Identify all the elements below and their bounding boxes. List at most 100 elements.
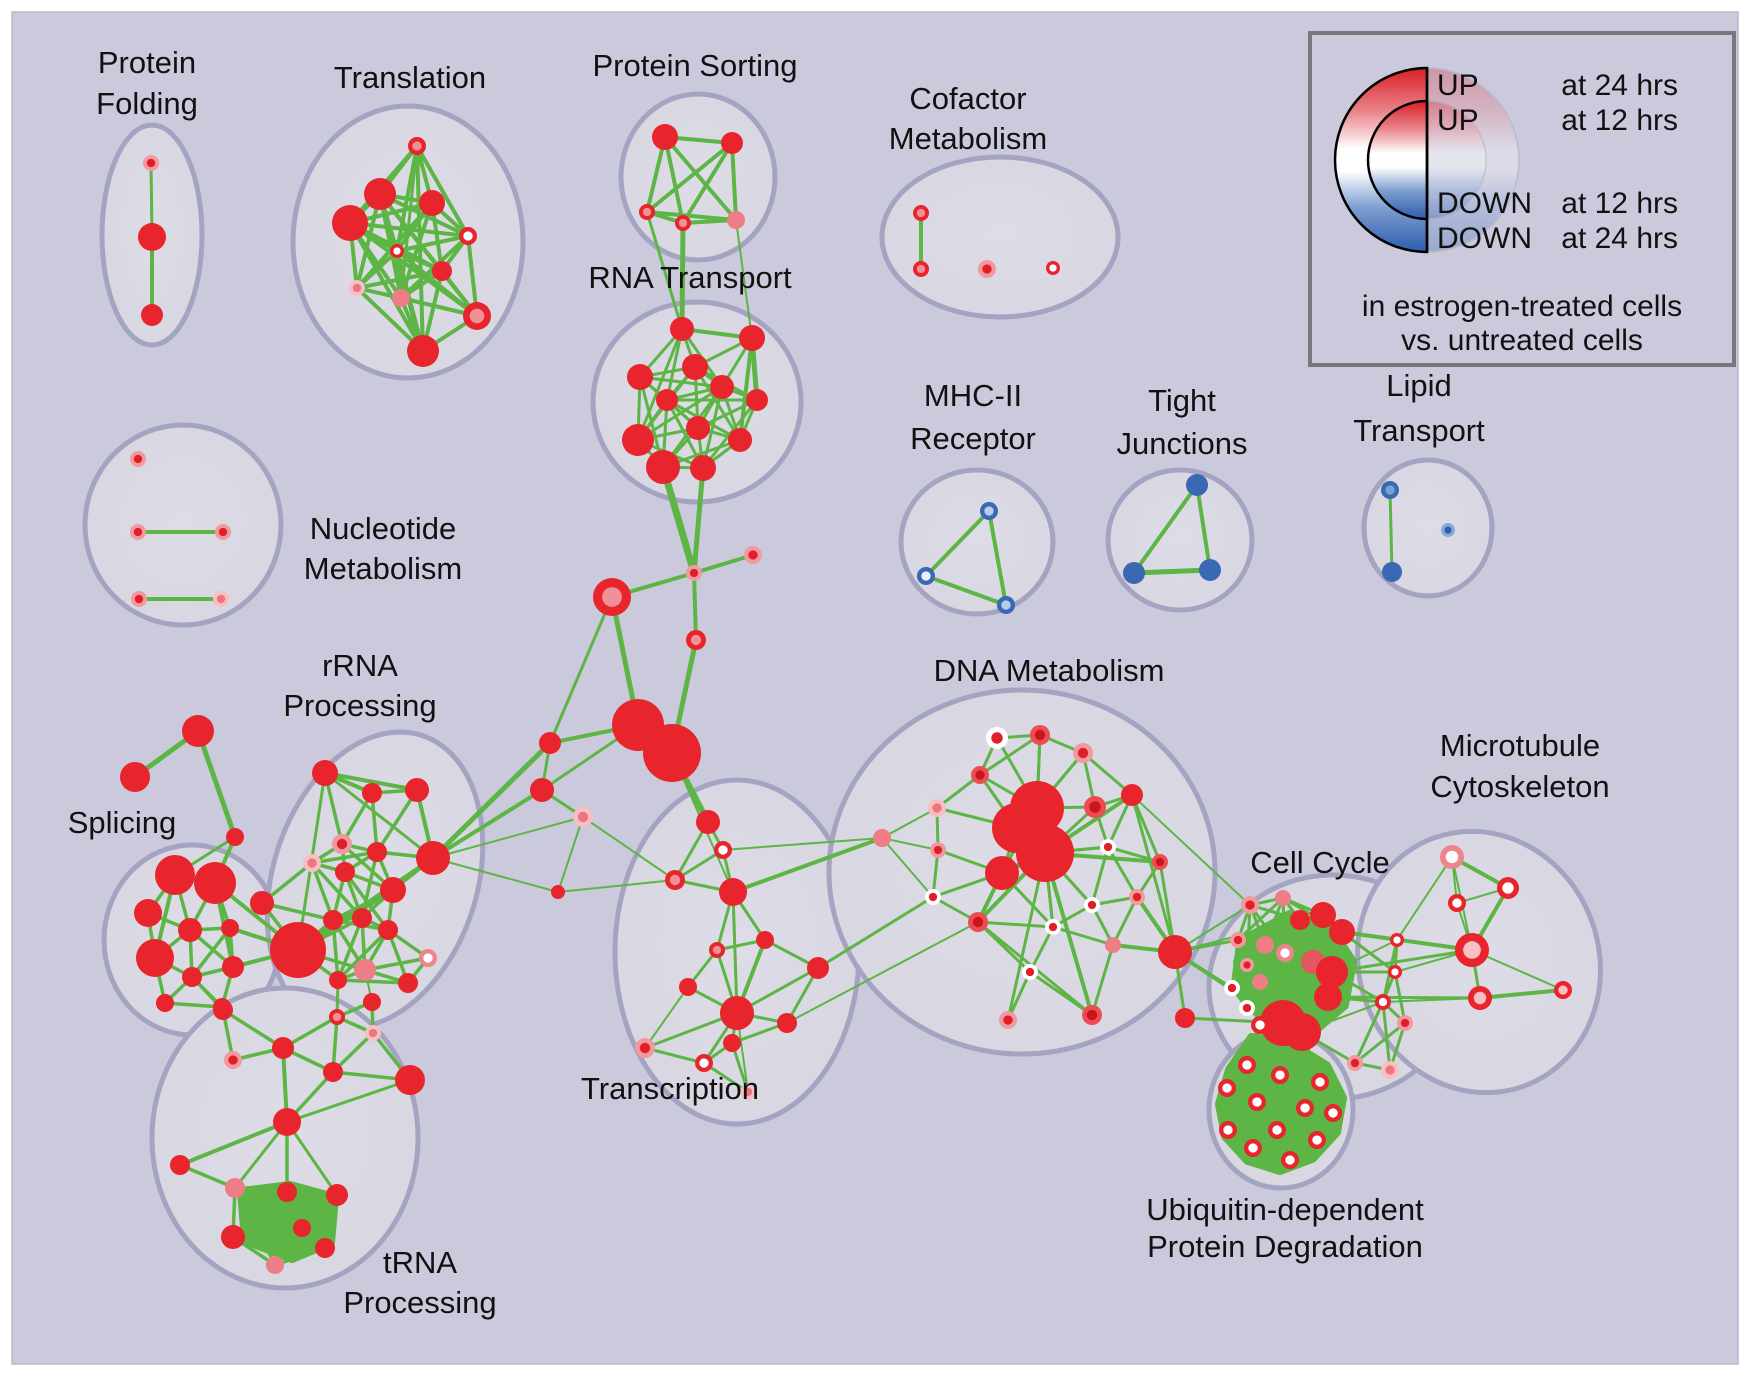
gene-node-center [916,264,926,274]
edge [285,1120,339,1197]
gene-node-center [1473,991,1487,1005]
gene-node-pink [1275,890,1291,906]
edge [348,221,425,353]
gene-node-center [602,587,622,607]
gene-node-red [551,885,565,899]
gene-node-red [1329,919,1355,945]
gene-node-center [678,218,688,228]
edge [221,1008,285,1050]
gene-node-center [642,207,652,217]
gene-node-red [539,732,561,754]
gene-node-center [1315,1077,1325,1087]
gene-node-center [748,550,758,560]
gene-node-red [398,973,418,993]
edge [1226,1074,1281,1089]
edge [679,220,686,332]
gene-node-red [1283,1013,1321,1051]
cluster-label-cofactor-metabolism: Metabolism [889,121,1048,156]
edge [976,920,1055,929]
edge [691,465,706,576]
cluster-ellipse-cofactor-metabolism [879,154,1121,320]
edge [935,773,982,810]
gene-node-pink [1105,937,1121,953]
gene-node-center [1103,842,1113,852]
edge [681,141,734,225]
gene-node-red [155,855,195,895]
gene-node-red [395,1065,425,1095]
edge [1396,856,1453,941]
gene-node-pink [266,1256,284,1274]
gene-node-blue [1199,559,1221,581]
edge [1132,483,1199,575]
gene-node-center [982,264,992,274]
gene-node-red [405,778,429,802]
gene-nodes [120,124,1572,1274]
gene-node-red [329,971,347,989]
gene-node-red [182,715,214,747]
gene-node-center [718,845,728,855]
edge [1326,995,1482,1000]
edge [348,221,479,318]
edge [730,141,738,222]
gene-node-red [194,862,236,904]
gene-node-center [216,594,226,604]
edge [430,740,553,861]
gene-node-pink [354,959,376,981]
gene-node-red [652,124,678,150]
gene-node-center [133,454,143,464]
legend-box [1308,31,1736,367]
gene-node-center [1312,1135,1322,1145]
edge [1111,895,1139,947]
cluster-label-cofactor-metabolism: Cofactor [909,81,1026,116]
cluster-ellipse-dna-metabolism [826,687,1218,1057]
edge [432,816,584,859]
cluster-label-mhc-ii-receptor: MHC-II [924,378,1022,413]
gene-node-red [682,354,708,380]
gene-node-center [1444,526,1452,534]
gene-node-red [1314,983,1342,1011]
edge [722,837,883,851]
gene-node-center [1300,1103,1310,1113]
gene-node-red [326,1184,348,1206]
gene-node-red [690,455,716,481]
edge [1090,943,1115,1017]
edge [987,509,1008,607]
edge [1230,938,1240,990]
gene-node-red [362,783,382,803]
gene-node-center [1275,1070,1285,1080]
edge [375,788,419,854]
gene-node-center [932,803,942,813]
edge [1130,793,1177,954]
edge [273,1190,289,1267]
gene-node-center [991,732,1003,744]
legend-direction: UP [1437,69,1479,102]
edge [663,135,685,225]
edge [431,788,544,860]
gene-node-red [1121,784,1143,806]
gene-node-blue [1123,562,1145,584]
gene-node-center [933,845,943,855]
gene-node-red [226,828,244,846]
cluster-label-cell-cycle: Cell Cycle [1250,845,1390,880]
gene-node-pink [225,1178,245,1198]
cluster-label-transcription: Transcription [581,1071,759,1106]
gene-node-red [719,878,747,906]
edge [1276,1112,1334,1131]
gene-node-red [1290,910,1310,930]
edge [323,771,419,792]
gene-node-pink [1252,974,1268,990]
gene-node-center [1328,1108,1338,1118]
edge [1230,951,1287,990]
gene-node-red [367,842,387,862]
gene-node-center [972,916,984,928]
edge [557,879,676,893]
gene-node-red [120,762,150,792]
edge [377,191,426,354]
gene-node-center [1001,600,1011,610]
gene-node-red [323,910,343,930]
gene-node-red [156,994,174,1012]
edge [163,1001,224,1009]
gene-node-red [627,364,653,390]
edge [881,807,938,839]
gene-node-center [228,1055,238,1065]
